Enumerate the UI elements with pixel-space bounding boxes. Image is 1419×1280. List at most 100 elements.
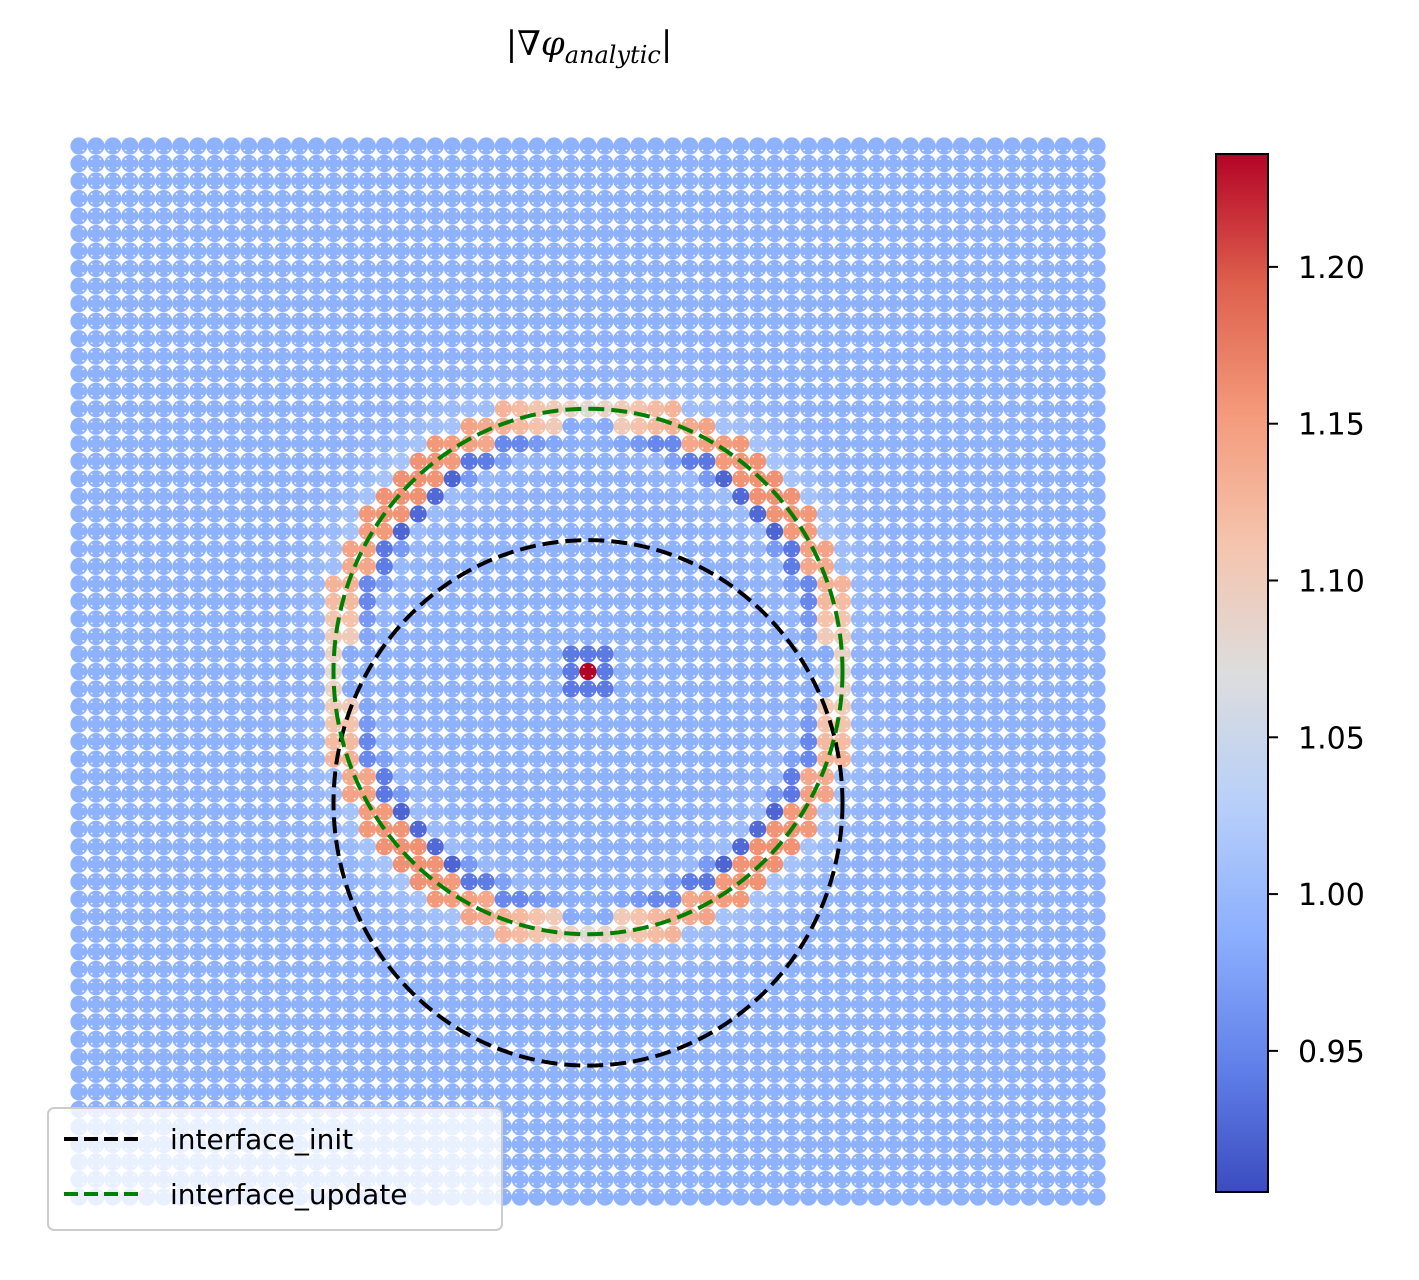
scatter-point <box>783 400 801 418</box>
scatter-point <box>800 190 818 208</box>
scatter-point <box>1054 312 1072 330</box>
scatter-point <box>1020 470 1038 488</box>
scatter-point <box>1088 295 1106 313</box>
subgrid-point <box>506 1156 509 1159</box>
subgrid-point <box>964 1147 967 1150</box>
scatter-point <box>341 470 360 488</box>
scatter-point <box>426 470 444 488</box>
scatter-point <box>545 487 563 505</box>
scatter-point <box>545 995 563 1013</box>
scatter-point <box>816 137 835 155</box>
subgrid-point <box>625 1139 628 1141</box>
scatter-point <box>104 277 122 295</box>
subgrid-point <box>226 1104 229 1106</box>
scatter-point <box>1037 295 1055 313</box>
scatter-point <box>562 452 580 470</box>
scatter-point <box>104 452 122 470</box>
scatter-point <box>511 820 529 838</box>
scatter-point <box>783 575 801 593</box>
scatter-point <box>1054 137 1072 155</box>
scatter-point <box>647 925 665 943</box>
chart-title: |∇φanalytic| <box>505 24 673 69</box>
scatter-point <box>884 750 903 768</box>
scatter-point <box>291 470 309 488</box>
subgrid-point <box>693 1165 695 1168</box>
scatter-point <box>867 1013 886 1031</box>
subgrid-point <box>667 1165 670 1168</box>
scatter-point <box>1088 1170 1106 1189</box>
scatter-point <box>867 540 886 558</box>
subgrid-point <box>862 1174 865 1176</box>
scatter-point <box>850 1118 869 1136</box>
scatter-point <box>172 715 190 733</box>
scatter-point <box>443 260 461 278</box>
scatter-point <box>494 1030 512 1048</box>
scatter-point <box>935 400 953 418</box>
scatter-point <box>579 1083 597 1101</box>
subgrid-point <box>930 1130 933 1133</box>
scatter-point <box>969 925 987 943</box>
scatter-point <box>681 575 699 593</box>
scatter-point <box>392 540 410 558</box>
scatter-point <box>850 1188 869 1206</box>
subgrid-point <box>786 1183 789 1185</box>
scatter-point <box>969 207 987 225</box>
scatter-point <box>443 645 461 663</box>
scatter-point <box>307 662 326 681</box>
scatter-point <box>494 715 512 733</box>
scatter-point <box>681 890 699 908</box>
scatter-point <box>70 995 88 1013</box>
scatter-point <box>1054 505 1072 523</box>
scatter-point <box>545 312 563 330</box>
scatter-point <box>800 855 818 873</box>
scatter-point <box>867 575 886 593</box>
scatter-point <box>800 1118 818 1136</box>
subgrid-point <box>235 1104 237 1106</box>
scatter-point <box>664 610 682 628</box>
scatter-point <box>1088 540 1106 558</box>
scatter-point <box>545 873 563 891</box>
scatter-point <box>1054 943 1072 961</box>
scatter-point <box>358 995 376 1013</box>
scatter-point <box>460 382 478 400</box>
scatter-point <box>749 172 767 190</box>
subgrid-point <box>498 1104 500 1106</box>
scatter-point <box>562 873 580 891</box>
scatter-point <box>223 662 241 681</box>
subgrid-point <box>548 1130 551 1133</box>
scatter-point <box>596 207 614 225</box>
scatter-point <box>850 540 869 558</box>
subgrid-point <box>523 1104 526 1106</box>
subgrid-point <box>676 1121 678 1124</box>
subgrid-point <box>761 1147 763 1150</box>
scatter-point <box>766 1118 784 1136</box>
scatter-point <box>986 1188 1004 1206</box>
scatter-point <box>257 190 275 208</box>
scatter-point <box>257 330 275 348</box>
scatter-point <box>562 697 580 716</box>
scatter-point <box>766 697 784 716</box>
scatter-point <box>749 487 767 505</box>
scatter-point <box>884 330 903 348</box>
subgrid-point <box>905 1174 907 1176</box>
scatter-point <box>766 365 784 383</box>
scatter-point <box>443 680 461 698</box>
subgrid-point <box>1024 1139 1026 1141</box>
scatter-point <box>1054 697 1072 716</box>
scatter-point <box>240 925 258 943</box>
scatter-point <box>749 645 767 663</box>
scatter-point <box>918 873 936 891</box>
scatter-point <box>901 312 920 330</box>
subgrid-point <box>650 1156 653 1159</box>
scatter-point <box>766 645 784 663</box>
subgrid-point <box>557 1165 560 1168</box>
scatter-point <box>647 627 665 646</box>
scatter-point <box>477 627 495 646</box>
subgrid-point <box>896 1147 899 1150</box>
scatter-point <box>70 838 88 856</box>
scatter-point <box>443 838 461 856</box>
scatter-point <box>969 295 987 313</box>
scatter-point <box>426 190 444 208</box>
scatter-point <box>409 645 427 663</box>
